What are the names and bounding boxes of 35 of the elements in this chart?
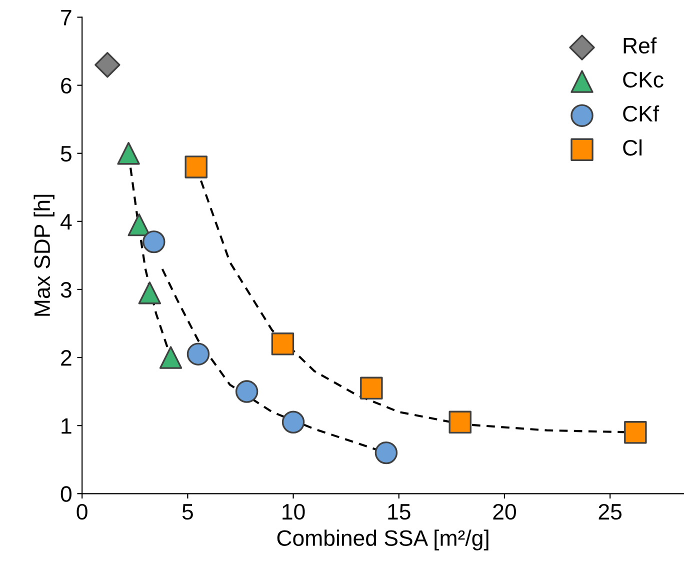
x-tick-label: 25 xyxy=(598,504,622,520)
point xyxy=(186,342,210,366)
x-tick-label: 10 xyxy=(282,504,305,520)
x-tick-label: 5 xyxy=(182,504,193,520)
point xyxy=(448,410,472,434)
point xyxy=(94,52,120,78)
y-tick-label: 5 xyxy=(60,146,72,162)
point xyxy=(235,380,258,403)
point xyxy=(360,376,383,400)
y-tick-label: 0 xyxy=(60,486,72,502)
y-tick-label: 3 xyxy=(60,282,72,298)
point xyxy=(624,421,647,444)
point xyxy=(159,346,182,369)
point xyxy=(128,213,150,236)
point xyxy=(142,230,166,254)
x-tick-label: 0 xyxy=(76,504,88,520)
point xyxy=(138,281,162,304)
point xyxy=(271,332,294,356)
x-tick-label: 20 xyxy=(493,504,516,520)
x-tick-label: 15 xyxy=(388,504,410,520)
y-tick-label: 6 xyxy=(61,78,72,94)
y-tick-label: 1 xyxy=(62,418,72,434)
y-tick-label: 4 xyxy=(60,214,72,230)
legend-label: Ref xyxy=(624,37,657,54)
legend-label: Cl xyxy=(623,139,642,156)
y-axis-title: Max SDP [h] xyxy=(34,194,54,316)
y-tick-label: 7 xyxy=(61,10,72,26)
legend-label: CKc xyxy=(623,72,664,88)
legend-label: CKf xyxy=(623,105,660,122)
x-axis-title: Combined SSA [m²/g] xyxy=(277,530,488,550)
point xyxy=(184,156,208,178)
point xyxy=(117,142,140,165)
point xyxy=(374,441,398,464)
y-tick-label: 2 xyxy=(61,350,72,366)
point xyxy=(282,410,305,434)
